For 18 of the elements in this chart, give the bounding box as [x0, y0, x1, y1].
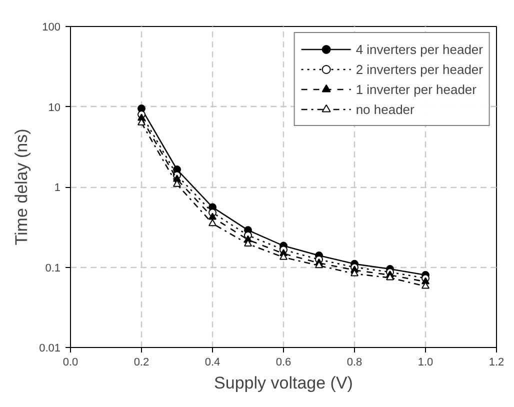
y-axis-title: Time delay (ns) — [12, 128, 32, 246]
legend-label: 1 inverter per header — [356, 82, 476, 96]
legend-label: 2 inverters per header — [356, 62, 483, 76]
x-tick-label: 0.6 — [276, 356, 292, 368]
y-tick-label: 0.01 — [39, 342, 61, 354]
y-tick-label: 10 — [48, 102, 61, 114]
x-tick-label: 0.4 — [204, 356, 220, 368]
x-tick-label: 0.0 — [62, 356, 78, 368]
y-tick-label: 100 — [42, 22, 61, 34]
y-tick-label: 0.1 — [45, 262, 61, 274]
x-tick-label: 0.2 — [134, 356, 150, 368]
x-tick-label: 1.2 — [488, 356, 504, 368]
y-tick-label: 1 — [54, 182, 61, 194]
x-tick-label: 0.8 — [346, 356, 362, 368]
x-axis-title: Supply voltage (V) — [214, 374, 353, 392]
x-tick-label: 1.0 — [418, 356, 434, 368]
legend-label: 4 inverters per header — [356, 42, 483, 56]
legend-label: no header — [356, 102, 414, 116]
